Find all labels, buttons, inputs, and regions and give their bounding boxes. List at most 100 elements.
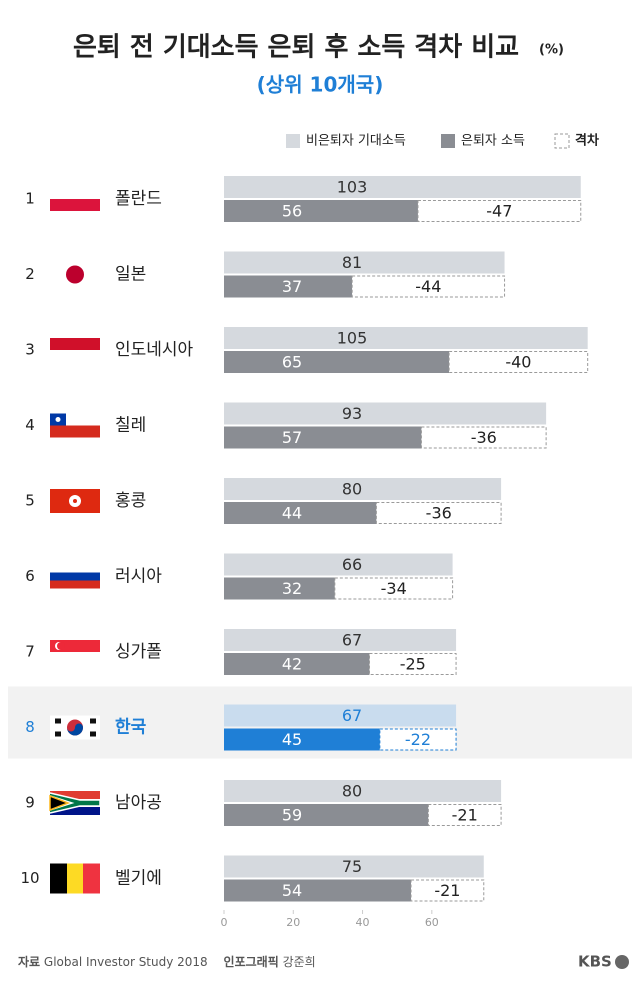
value-label: -47 bbox=[486, 202, 512, 221]
value-label: 67 bbox=[342, 631, 362, 650]
value-label: 80 bbox=[342, 480, 362, 499]
source-label: 자료 bbox=[18, 954, 40, 969]
legend-swatch bbox=[441, 134, 455, 148]
bar-retiree bbox=[224, 502, 377, 524]
flag bbox=[50, 187, 100, 199]
value-label: -40 bbox=[505, 353, 531, 372]
category-label: 홍콩 bbox=[115, 491, 146, 511]
bar-expected bbox=[224, 780, 502, 802]
category-label: 인도네시아 bbox=[115, 340, 194, 360]
bar-expected bbox=[224, 176, 581, 198]
rank: 1 bbox=[25, 190, 35, 208]
flag bbox=[67, 723, 83, 736]
bar-retiree bbox=[224, 200, 418, 222]
flag bbox=[90, 731, 96, 737]
flag bbox=[83, 863, 100, 894]
legend-label: 비은퇴자 기대소득 bbox=[306, 134, 406, 149]
legend-label: 격차 bbox=[575, 133, 599, 149]
chart-subtitle: (상위 10개국) bbox=[257, 73, 384, 97]
rank: 3 bbox=[25, 341, 35, 359]
bar-gap bbox=[427, 804, 502, 826]
bar-retiree bbox=[224, 577, 335, 600]
flag bbox=[50, 580, 100, 589]
flag bbox=[73, 499, 77, 503]
value-label: -36 bbox=[471, 428, 497, 447]
bar-gap bbox=[448, 351, 589, 373]
bar-expected bbox=[224, 327, 588, 349]
value-label: 42 bbox=[282, 655, 302, 674]
rank: 6 bbox=[25, 567, 35, 585]
bar-gap bbox=[375, 502, 502, 524]
flag-icon bbox=[50, 489, 100, 513]
chart-title: 은퇴 전 기대소득 은퇴 후 소득 격차 비교 bbox=[73, 33, 519, 63]
flag bbox=[50, 863, 67, 894]
flag bbox=[67, 863, 83, 894]
legend-swatch bbox=[286, 134, 300, 148]
category-label: 한국 bbox=[115, 718, 147, 738]
flag-icon bbox=[50, 564, 100, 589]
bar-gap bbox=[334, 577, 454, 600]
flag bbox=[55, 417, 61, 422]
category-label: 벨기에 bbox=[115, 869, 162, 889]
x-tick-label: 60 bbox=[425, 916, 439, 929]
legend-label: 은퇴자 소득 bbox=[461, 134, 525, 149]
flag bbox=[49, 794, 71, 812]
bar-expected bbox=[224, 704, 457, 727]
legend-swatch bbox=[554, 133, 570, 149]
flag bbox=[90, 718, 96, 724]
category-label: 러시아 bbox=[115, 567, 162, 587]
logo-mark bbox=[615, 955, 629, 969]
value-label: 56 bbox=[282, 202, 302, 221]
value-label: 75 bbox=[342, 857, 362, 876]
credit: 강준희 bbox=[283, 955, 316, 969]
bar-retiree bbox=[224, 351, 450, 373]
flag bbox=[50, 791, 100, 799]
value-label: 81 bbox=[342, 253, 362, 272]
bar-gap bbox=[351, 275, 506, 298]
value-label: 45 bbox=[282, 730, 302, 749]
value-label: 65 bbox=[282, 353, 302, 372]
value-label: 93 bbox=[342, 404, 362, 423]
bar-retiree bbox=[224, 653, 370, 675]
value-label: 57 bbox=[282, 428, 302, 447]
flag-icon bbox=[49, 791, 101, 815]
bar-gap bbox=[379, 728, 457, 751]
value-label: 44 bbox=[282, 504, 302, 523]
value-label: 105 bbox=[337, 329, 368, 348]
value-label: 103 bbox=[337, 178, 368, 197]
title-unit: (%) bbox=[539, 43, 564, 58]
bar-retiree bbox=[224, 728, 380, 751]
flag-icon bbox=[50, 863, 100, 894]
bar-retiree bbox=[224, 275, 353, 298]
value-label: -44 bbox=[415, 277, 441, 296]
rank: 9 bbox=[25, 794, 35, 812]
flag-icon bbox=[50, 187, 100, 211]
bar-gap bbox=[410, 879, 485, 902]
flag-icon bbox=[50, 715, 100, 740]
value-label: -34 bbox=[381, 579, 407, 598]
rank: 2 bbox=[25, 265, 35, 283]
value-label: -21 bbox=[434, 881, 460, 900]
bar-expected bbox=[224, 553, 453, 576]
rank: 7 bbox=[25, 643, 35, 661]
flag bbox=[50, 572, 100, 581]
flag-icon bbox=[50, 338, 100, 362]
flag bbox=[50, 807, 100, 815]
flag-icon bbox=[50, 413, 100, 438]
value-label: 67 bbox=[342, 706, 362, 725]
value-label: -22 bbox=[405, 730, 431, 749]
category-label: 일본 bbox=[115, 265, 146, 285]
flag bbox=[50, 425, 100, 438]
bar-gap bbox=[417, 200, 582, 222]
flag bbox=[55, 731, 61, 737]
rank: 4 bbox=[25, 416, 35, 434]
bar-retiree bbox=[224, 426, 422, 449]
bar-gap bbox=[420, 426, 547, 449]
bar-expected bbox=[224, 402, 547, 425]
bar-expected bbox=[224, 478, 502, 500]
category-label: 폴란드 bbox=[115, 189, 162, 209]
x-tick-label: 20 bbox=[286, 916, 300, 929]
value-label: 54 bbox=[282, 881, 302, 900]
